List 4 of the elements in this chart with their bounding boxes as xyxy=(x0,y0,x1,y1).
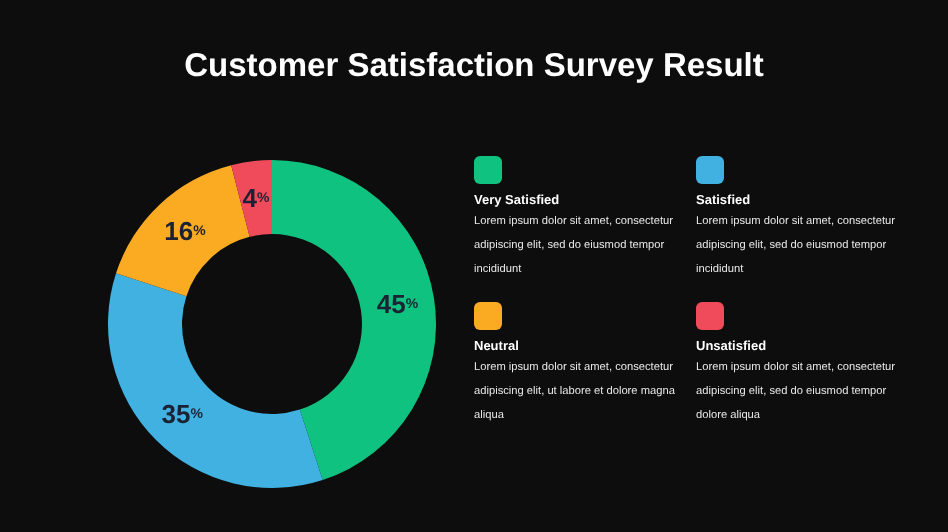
donut-slice xyxy=(272,160,436,480)
donut-slice xyxy=(108,273,323,488)
donut-slice xyxy=(231,160,272,237)
chart-title: Customer Satisfaction Survey Result xyxy=(182,48,766,86)
